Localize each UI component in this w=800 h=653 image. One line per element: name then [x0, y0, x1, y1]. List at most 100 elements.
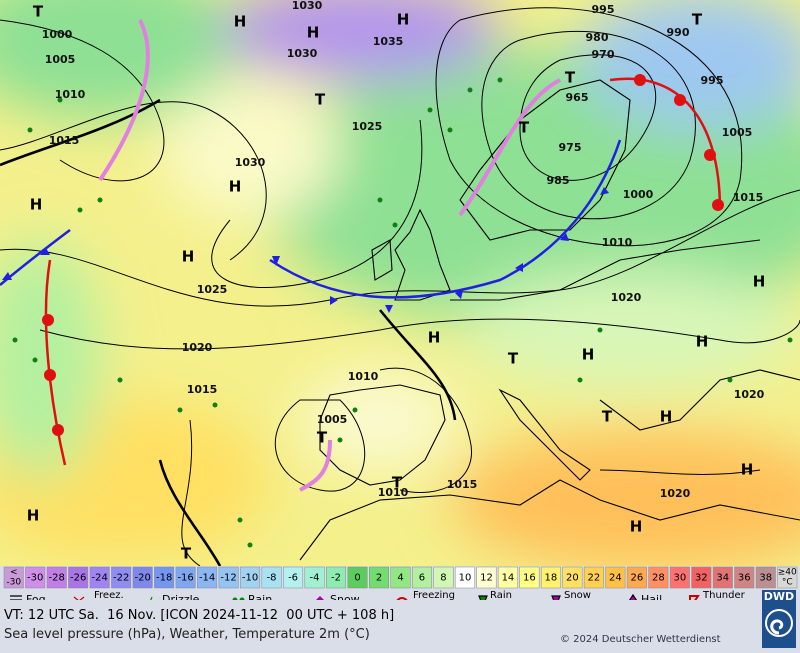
scale-label: 8: [440, 573, 446, 584]
weather-symbol: [787, 337, 793, 343]
scale-label: 4: [397, 573, 403, 584]
scale-box: [669, 566, 690, 589]
weather-symbol: [597, 327, 603, 333]
weather-symbol: [57, 97, 63, 103]
scale-box: [218, 566, 239, 589]
scale-label: 24: [609, 573, 622, 584]
logo-swirl: [765, 609, 793, 637]
scale-label: -16: [177, 573, 193, 584]
isobar-label: 990: [667, 26, 690, 39]
isobar-label: 995: [592, 3, 615, 16]
scale-label: 22: [588, 573, 601, 584]
scale-label: 20: [566, 573, 579, 584]
weather-symbol: [97, 197, 103, 203]
weather-symbol: [467, 87, 473, 93]
pressure-center: T: [602, 408, 613, 426]
map-labels: 1030 1000 1005 1010 1015 1030 1035 995 990 980 970…: [12, 0, 793, 563]
isobar-label: 1030: [235, 156, 266, 169]
scale-box: [175, 566, 196, 589]
isobar-label: 1015: [49, 134, 80, 147]
isobar-label: 1025: [197, 283, 228, 296]
weather-symbol: [27, 127, 33, 133]
isobar-label: 1015: [733, 191, 764, 204]
scale-box: [562, 566, 583, 589]
scale-high-box: [777, 566, 798, 589]
scale-low-box: [3, 566, 24, 589]
scale-label: 32: [695, 573, 708, 584]
scale-label: 2: [376, 573, 382, 584]
scale-box: [369, 566, 390, 589]
pressure-center: H: [30, 196, 43, 214]
isobar-label: 980: [586, 31, 609, 44]
legend-label: Freez.: [94, 590, 124, 600]
scale-label: 26: [630, 573, 643, 584]
weather-symbol: [12, 337, 18, 343]
isobar-label: 1005: [317, 413, 348, 426]
scale-label: -24: [92, 573, 108, 584]
scale-box: [304, 566, 325, 589]
scale-box: [154, 566, 175, 589]
weather-symbol: [352, 407, 358, 413]
isobar-label: 985: [547, 174, 570, 187]
scale-box: [390, 566, 411, 589]
scale-label: 12: [480, 573, 493, 584]
scale-box: [605, 566, 626, 589]
scale-label: -6: [288, 573, 298, 584]
temperature-field: [0, 0, 800, 566]
isobar-label: 1030: [287, 47, 318, 60]
scale-label: 38: [759, 573, 772, 584]
map: 1030100010051010101510301035995990980970…: [0, 0, 800, 600]
scale-box: [583, 566, 604, 589]
scale-label: -26: [70, 573, 86, 584]
pressure-center: H: [27, 507, 40, 525]
scale-label: -22: [113, 573, 129, 584]
weather-symbol: [77, 207, 83, 213]
isobar-label: 1010: [602, 236, 633, 249]
pressure-center: H: [229, 178, 242, 196]
scale-label: -14: [199, 573, 215, 584]
isobar-label: 970: [592, 48, 615, 61]
scale-box: [519, 566, 540, 589]
weather-symbol: [392, 222, 398, 228]
fronts: [0, 19, 724, 492]
pressure-center: T: [508, 350, 519, 368]
scale-box: [691, 566, 712, 589]
pressure-center: H: [182, 248, 195, 266]
isobar-label: 975: [559, 141, 582, 154]
scale-box: [454, 566, 475, 589]
pressure-center: H: [741, 461, 754, 479]
scale-label: -20: [134, 573, 150, 584]
legend-label: Freezing: [413, 590, 455, 600]
isobar-label: 1025: [352, 120, 383, 133]
isobar-label: 995: [701, 74, 724, 87]
pressure-center: T: [317, 429, 328, 447]
troughs: [0, 98, 457, 566]
pressure-center: H: [753, 273, 766, 291]
legend-label: Drizzle: [162, 593, 200, 600]
weather-symbol: [32, 357, 38, 363]
legend-label: Rain: [248, 593, 272, 600]
pressure-center: H: [630, 518, 643, 536]
scale-box: [326, 566, 347, 589]
scale-box: [132, 566, 153, 589]
isobar-label: 1020: [611, 291, 642, 304]
legend-label: Thunder: [702, 590, 746, 600]
scale-low-label: -30: [6, 578, 21, 588]
pressure-center: H: [660, 408, 673, 426]
scale-box: [283, 566, 304, 589]
scale-box: [626, 566, 647, 589]
scale-label: 0: [354, 573, 360, 584]
isobar-label: 1010: [378, 486, 409, 499]
weather-legend: FogFreez.FogDrizzleRainSnowFreezingrainR…: [0, 590, 760, 600]
scale-label: 14: [502, 573, 515, 584]
scale-label: 30: [673, 573, 686, 584]
scale-label: -8: [267, 573, 277, 584]
scale-label: -18: [156, 573, 172, 584]
copyright: © 2024 Deutscher Wetterdienst: [560, 634, 721, 645]
weather-symbol: [177, 407, 183, 413]
isobar-label: 1005: [722, 126, 753, 139]
isobar-label: 1000: [623, 188, 654, 201]
scale-box: [411, 566, 432, 589]
pressure-center: H: [582, 346, 595, 364]
scale-box: [347, 566, 368, 589]
